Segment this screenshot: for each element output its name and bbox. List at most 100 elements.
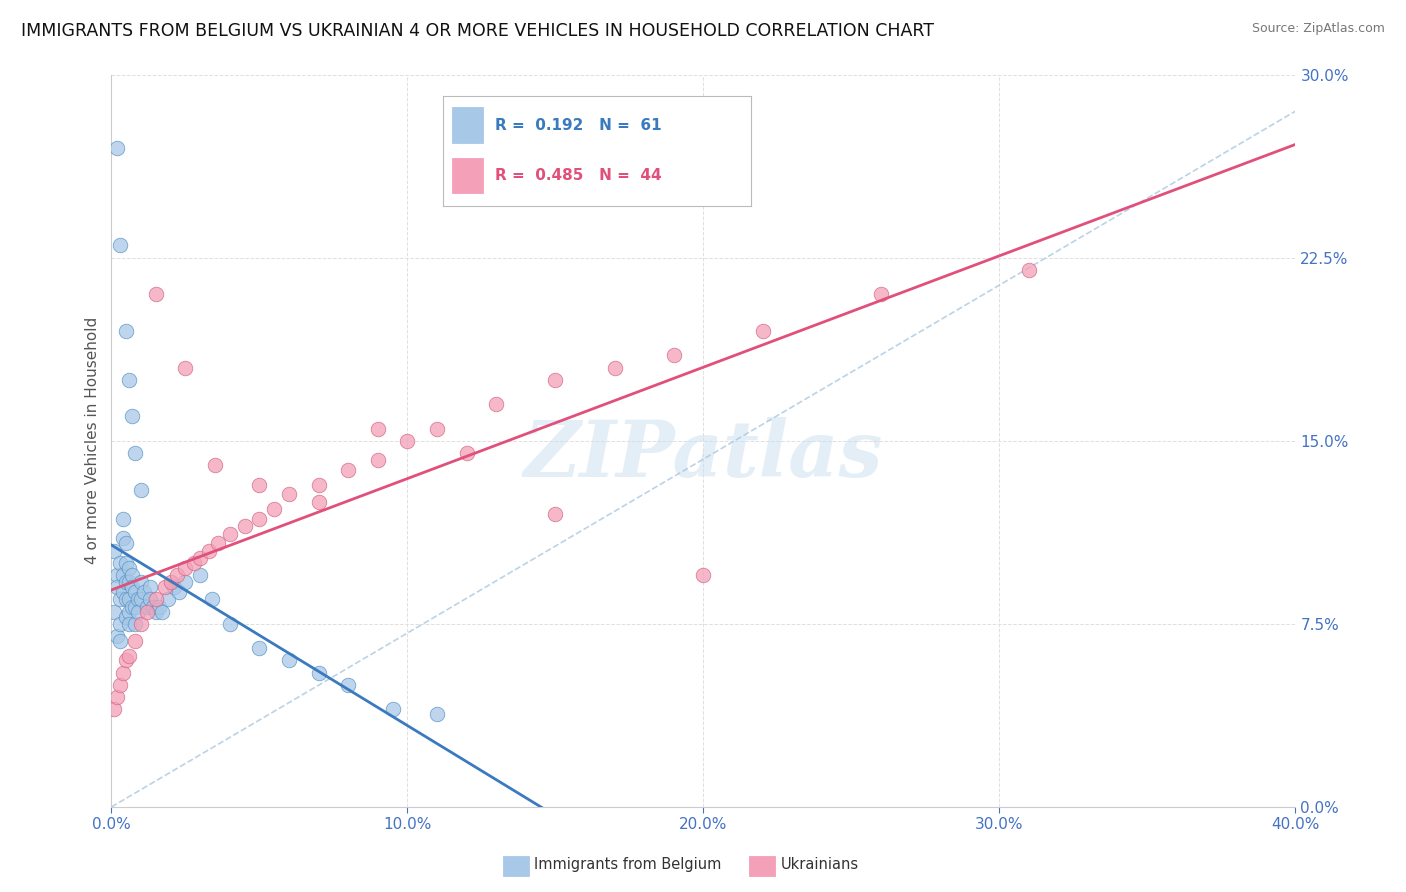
Point (112, 532, 135, 546)
Point (278, 653, 301, 667)
Point (145, 605, 167, 619)
Point (145, 592, 167, 607)
Point (1018, 263, 1040, 277)
Point (136, 599, 159, 614)
Point (367, 421, 389, 435)
Point (103, 702, 125, 716)
Point (337, 463, 360, 477)
Point (127, 605, 149, 619)
Point (148, 599, 170, 614)
Point (115, 556, 138, 570)
Point (115, 536, 138, 550)
Point (456, 446, 478, 460)
Point (751, 324, 773, 338)
Text: IMMIGRANTS FROM BELGIUM VS UKRAINIAN 4 OR MORE VEHICLES IN HOUSEHOLD CORRELATION: IMMIGRANTS FROM BELGIUM VS UKRAINIAN 4 O… (21, 22, 934, 40)
Point (121, 599, 143, 614)
Point (110, 556, 132, 570)
Point (115, 324, 138, 338)
Point (118, 605, 141, 619)
Point (105, 690, 128, 705)
Point (127, 592, 149, 607)
Point (124, 446, 146, 460)
Point (110, 238, 132, 252)
Y-axis label: 4 or more Vehicles in Household: 4 or more Vehicles in Household (86, 318, 100, 565)
Point (183, 556, 205, 570)
Point (136, 605, 159, 619)
Point (129, 575, 152, 590)
Point (162, 580, 184, 594)
Point (115, 575, 138, 590)
Point (112, 512, 135, 526)
Point (249, 512, 271, 526)
Point (118, 575, 141, 590)
Text: Immigrants from Belgium: Immigrants from Belgium (534, 857, 721, 872)
Point (198, 543, 221, 558)
Point (204, 458, 226, 472)
Point (118, 373, 141, 387)
Point (233, 519, 256, 533)
Point (485, 397, 508, 411)
Point (426, 707, 449, 722)
Point (381, 702, 404, 716)
Point (603, 360, 626, 375)
Point (153, 580, 176, 594)
Point (174, 575, 197, 590)
Point (142, 599, 165, 614)
Point (207, 536, 229, 550)
Point (367, 453, 389, 467)
Point (139, 580, 162, 594)
Point (870, 287, 893, 301)
Point (426, 421, 449, 435)
Point (124, 585, 146, 599)
Point (118, 560, 141, 574)
Point (544, 507, 567, 521)
Point (124, 634, 146, 648)
Point (121, 580, 143, 594)
Text: Source: ZipAtlas.com: Source: ZipAtlas.com (1251, 22, 1385, 36)
Text: Ukrainians: Ukrainians (780, 857, 859, 872)
Point (156, 592, 179, 607)
Point (396, 434, 419, 448)
Point (263, 502, 285, 516)
Point (337, 678, 360, 692)
Text: ZIPatlas: ZIPatlas (524, 417, 883, 493)
Point (103, 605, 125, 619)
Point (150, 605, 173, 619)
Point (249, 641, 271, 656)
Point (118, 616, 141, 631)
Point (145, 287, 167, 301)
Point (105, 141, 128, 155)
Point (544, 373, 567, 387)
Point (118, 592, 141, 607)
Point (124, 616, 146, 631)
Point (174, 560, 197, 574)
Point (169, 585, 191, 599)
Point (129, 483, 152, 497)
Point (308, 495, 330, 509)
Point (121, 409, 143, 424)
Point (103, 543, 125, 558)
Point (105, 580, 128, 594)
Point (159, 575, 181, 590)
Point (112, 568, 135, 582)
Point (278, 487, 301, 501)
Point (129, 592, 152, 607)
Point (110, 634, 132, 648)
Point (110, 592, 132, 607)
Point (174, 360, 197, 375)
Point (139, 592, 162, 607)
Point (249, 477, 271, 491)
Point (662, 348, 685, 362)
Point (105, 629, 128, 643)
Point (121, 568, 143, 582)
Point (188, 568, 211, 582)
Point (105, 568, 128, 582)
Point (692, 568, 714, 582)
Point (110, 616, 132, 631)
Point (308, 477, 330, 491)
Point (115, 653, 138, 667)
Point (124, 599, 146, 614)
Point (188, 550, 211, 565)
Point (166, 568, 188, 582)
Point (132, 585, 155, 599)
